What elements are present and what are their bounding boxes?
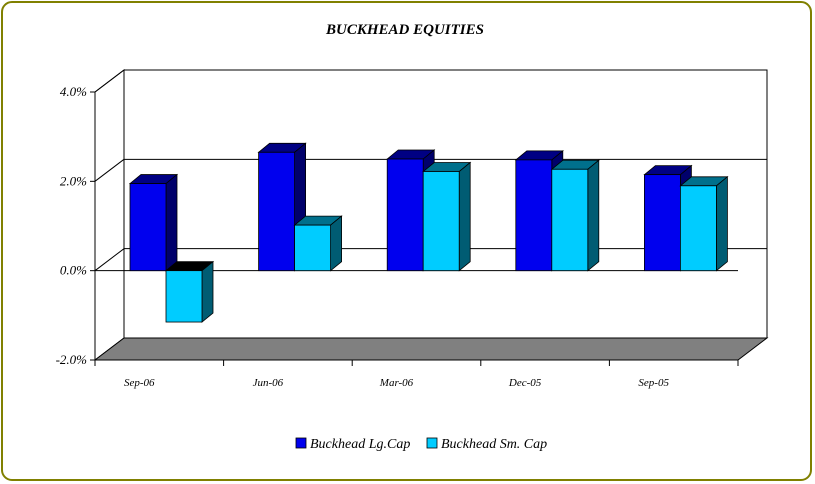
bar-sm-cap-sep-06 (164, 260, 215, 323)
bar-sm-cap-dec-05 (550, 159, 600, 272)
x-axis-categories: Sep-06 Jun-06 Mar-06 Dec-05 Sep-05 (124, 377, 669, 389)
y-tick-label: 0.0% (60, 263, 87, 278)
y-tick-label: -2.0% (56, 352, 88, 367)
y-axis-ticks: 4.0% 2.0% 0.0% -2.0% (56, 84, 88, 367)
chart-walls (93, 68, 769, 362)
y-tick-label: 4.0% (60, 84, 87, 99)
legend: Buckhead Lg.Cap Buckhead Sm. Cap (295, 437, 547, 452)
chart-title: BUCKHEAD EQUITIES (325, 22, 484, 38)
x-category-label: Sep-06 (124, 377, 155, 389)
bar-sm-cap-jun-06 (293, 215, 343, 272)
x-category-label: Sep-05 (638, 377, 669, 389)
legend-label-sm-cap: Buckhead Sm. Cap (441, 437, 547, 452)
x-category-label: Mar-06 (379, 377, 414, 389)
legend-swatch-sm-cap (426, 437, 438, 449)
legend-label-lg-cap: Buckhead Lg.Cap (310, 437, 410, 452)
legend-swatch-lg-cap (295, 437, 307, 449)
x-category-label: Jun-06 (253, 377, 284, 389)
x-category-label: Dec-05 (508, 377, 542, 389)
bar-sm-cap-mar-06 (422, 161, 472, 272)
chart-bars (128, 142, 729, 323)
y-tick-label: 2.0% (60, 173, 87, 188)
bar-lg-cap-sep-06 (128, 173, 179, 272)
bar-sm-cap-sep-05 (679, 175, 729, 272)
